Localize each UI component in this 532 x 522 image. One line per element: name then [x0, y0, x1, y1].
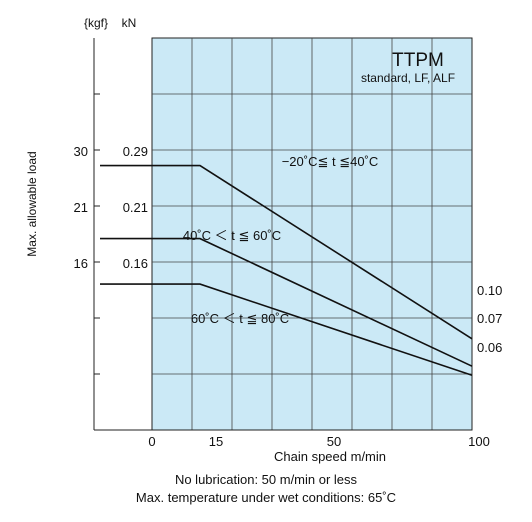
y-tick-kn-021: 0.21: [123, 200, 148, 215]
y-axis-ticks: [94, 93, 100, 375]
y-tick-kgf-16: 16: [74, 256, 88, 271]
chart-subtitle: standard, LF, ALF: [361, 71, 455, 85]
y-tick-kgf-21: 21: [74, 200, 88, 215]
chart-title: TTPM: [392, 50, 444, 71]
end-value-label-010: 0.10: [477, 283, 502, 298]
y-tick-kn-016: 0.16: [123, 256, 148, 271]
grid-lines: [152, 38, 472, 430]
x-tick-label-15: 15: [209, 434, 223, 449]
y-tick-kn-029: 0.29: [123, 144, 148, 159]
series-label-high-temp: 60˚C ＜ t ≦ 80˚C: [191, 311, 289, 326]
series-label-low-temp: −20˚C≦ t ≦40˚C: [282, 154, 379, 169]
x-tick-label-50: 50: [327, 434, 341, 449]
series-line-2: [152, 283, 473, 377]
x-tick-label-100: 100: [468, 434, 490, 449]
y-axis-label: Max. allowable load: [25, 151, 39, 256]
y-unit-kgf: {kgf}: [84, 16, 108, 30]
end-value-label-007: 0.07: [477, 311, 502, 326]
series-label-mid-temp: 40˚C ＜ t ≦ 60˚C: [183, 228, 281, 243]
series-line-1: [152, 237, 473, 367]
lubrication-note: No lubrication: 50 m/min or less: [174, 472, 358, 487]
series-line-0: [152, 164, 473, 340]
x-axis-label: Chain speed m/min: [274, 449, 386, 464]
x-tick-label-0: 0: [148, 434, 155, 449]
y-tick-kgf-30: 30: [74, 144, 88, 159]
y-unit-kn: kN: [122, 16, 137, 30]
end-value-label-006: 0.06: [477, 340, 502, 355]
temperature-note: Max. temperature under wet conditions: 6…: [135, 490, 397, 505]
series-lines: [100, 164, 473, 377]
